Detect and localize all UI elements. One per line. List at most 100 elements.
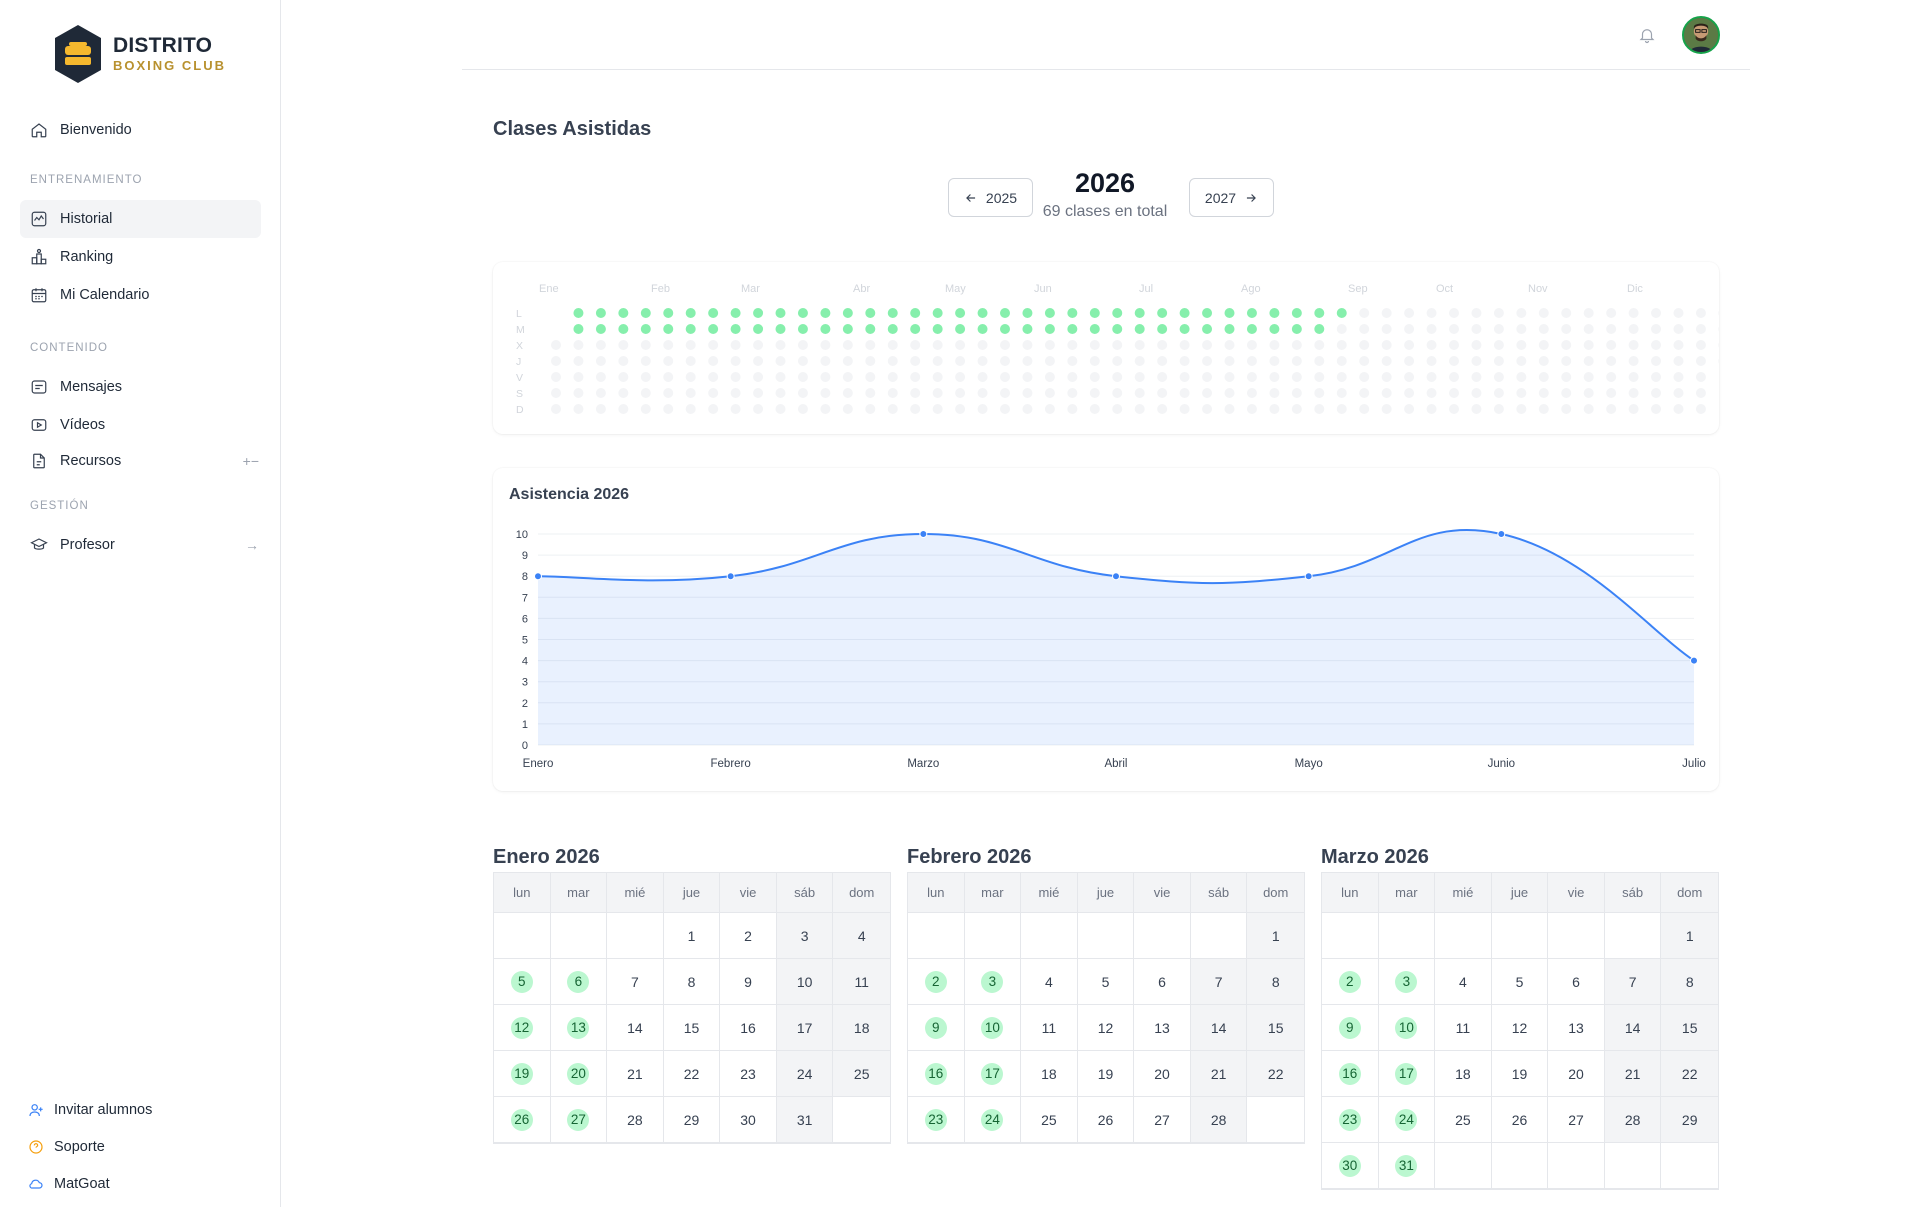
data-point[interactable] (1690, 656, 1698, 665)
heatmap-day[interactable] (1291, 356, 1302, 366)
heatmap-day[interactable] (1157, 372, 1168, 382)
heatmap-day-attended[interactable] (1112, 308, 1123, 318)
calendar-day[interactable]: 20 (550, 1051, 608, 1097)
heatmap-day[interactable] (1471, 404, 1482, 414)
heatmap-day[interactable] (1449, 388, 1459, 398)
heatmap-day-attended[interactable] (663, 308, 674, 318)
heatmap-day[interactable] (753, 372, 764, 382)
calendar-day[interactable]: 25 (833, 1051, 890, 1097)
calendar-day[interactable]: 9 (720, 959, 777, 1005)
heatmap-day[interactable] (1089, 356, 1100, 366)
calendar-day[interactable]: 10 (964, 1005, 1022, 1051)
heatmap-day[interactable] (820, 340, 831, 350)
heatmap-day[interactable] (640, 388, 651, 398)
heatmap-day[interactable] (1134, 356, 1145, 366)
heatmap-day[interactable] (865, 404, 876, 414)
sidebar-item-recursos[interactable]: Recursos +− (20, 444, 261, 478)
heatmap-day-attended[interactable] (663, 324, 674, 334)
heatmap-day[interactable] (775, 404, 786, 414)
heatmap-day[interactable] (1471, 388, 1482, 398)
heatmap-day[interactable] (730, 372, 741, 382)
heatmap-day[interactable] (1516, 388, 1527, 398)
heatmap-day[interactable] (1112, 340, 1123, 350)
calendar-day[interactable]: 13 (1548, 1005, 1605, 1051)
calendar-day[interactable]: 15 (1661, 1005, 1718, 1051)
heatmap-day[interactable] (1426, 324, 1437, 334)
heatmap-day[interactable] (708, 388, 719, 398)
calendar-day[interactable]: 11 (1021, 1005, 1078, 1051)
calendar-day[interactable]: 1 (663, 913, 721, 959)
heatmap-day[interactable] (1269, 404, 1280, 414)
calendar-day[interactable]: 31 (1378, 1143, 1436, 1189)
sidebar-item-mi-calendario[interactable]: Mi Calendario (20, 276, 261, 314)
heatmap-day[interactable] (820, 372, 831, 382)
heatmap-day[interactable] (1606, 372, 1617, 382)
heatmap-day[interactable] (1651, 356, 1662, 366)
heatmap-day-attended[interactable] (685, 308, 696, 318)
heatmap-day-attended[interactable] (595, 324, 606, 334)
heatmap-day[interactable] (820, 388, 831, 398)
heatmap-day[interactable] (1314, 404, 1325, 414)
heatmap-day-attended[interactable] (708, 324, 719, 334)
calendar-day[interactable]: 26 (1491, 1097, 1549, 1143)
invite-students-link[interactable]: Invitar alumnos (28, 1102, 152, 1118)
heatmap-day[interactable] (685, 340, 696, 350)
heatmap-day[interactable] (618, 340, 629, 350)
heatmap-day-attended[interactable] (797, 308, 808, 318)
calendar-day[interactable]: 3 (964, 959, 1022, 1005)
heatmap-day-attended[interactable] (1246, 324, 1257, 334)
heatmap-day[interactable] (1695, 340, 1706, 350)
heatmap-day-attended[interactable] (1044, 324, 1055, 334)
heatmap-day[interactable] (708, 404, 719, 414)
calendar-day[interactable]: 12 (1077, 1005, 1135, 1051)
heatmap-day[interactable] (1381, 340, 1392, 350)
heatmap-day[interactable] (865, 372, 876, 382)
heatmap-day[interactable] (1336, 356, 1347, 366)
heatmap-day-attended[interactable] (1269, 308, 1280, 318)
heatmap-day-attended[interactable] (1089, 308, 1100, 318)
heatmap-day-attended[interactable] (955, 308, 966, 318)
heatmap-day[interactable] (618, 404, 629, 414)
heatmap-day[interactable] (1157, 356, 1168, 366)
heatmap-day[interactable] (708, 340, 719, 350)
heatmap-day[interactable] (910, 404, 921, 414)
heatmap-day[interactable] (573, 388, 584, 398)
heatmap-day[interactable] (685, 388, 696, 398)
heatmap-day[interactable] (1606, 388, 1617, 398)
calendar-day[interactable]: 4 (1021, 959, 1078, 1005)
heatmap-day[interactable] (820, 356, 831, 366)
heatmap-day[interactable] (1336, 324, 1347, 334)
heatmap-day[interactable] (1516, 404, 1527, 414)
heatmap-day[interactable] (1404, 356, 1415, 366)
calendar-day[interactable]: 14 (1190, 1005, 1248, 1051)
heatmap-day[interactable] (797, 388, 808, 398)
heatmap-day-attended[interactable] (730, 324, 741, 334)
calendar-day[interactable]: 12 (1491, 1005, 1549, 1051)
heatmap-day[interactable] (1359, 372, 1370, 382)
heatmap-day[interactable] (797, 356, 808, 366)
heatmap-day[interactable] (1493, 372, 1504, 382)
heatmap-day[interactable] (1673, 404, 1684, 414)
matgoat-link[interactable]: MatGoat (28, 1176, 110, 1192)
heatmap-day[interactable] (1606, 340, 1617, 350)
heatmap-day[interactable] (1157, 340, 1168, 350)
heatmap-day[interactable] (1695, 372, 1706, 382)
heatmap-day-attended[interactable] (1202, 324, 1213, 334)
heatmap-day[interactable] (797, 404, 808, 414)
heatmap-day[interactable] (775, 340, 786, 350)
heatmap-day[interactable] (1673, 308, 1684, 318)
heatmap-day[interactable] (1044, 340, 1055, 350)
heatmap-day[interactable] (1538, 404, 1549, 414)
heatmap-day[interactable] (842, 356, 853, 366)
heatmap-day[interactable] (887, 404, 898, 414)
calendar-day[interactable]: 24 (964, 1097, 1022, 1143)
heatmap-day[interactable] (595, 388, 606, 398)
heatmap-day[interactable] (730, 404, 741, 414)
calendar-day[interactable]: 2 (1322, 959, 1379, 1005)
calendar-day[interactable]: 26 (494, 1097, 551, 1143)
heatmap-day[interactable] (1673, 324, 1684, 334)
heatmap-day[interactable] (1089, 404, 1100, 414)
heatmap-day[interactable] (1673, 372, 1684, 382)
calendar-day[interactable]: 13 (1134, 1005, 1191, 1051)
heatmap-day[interactable] (1426, 308, 1437, 318)
